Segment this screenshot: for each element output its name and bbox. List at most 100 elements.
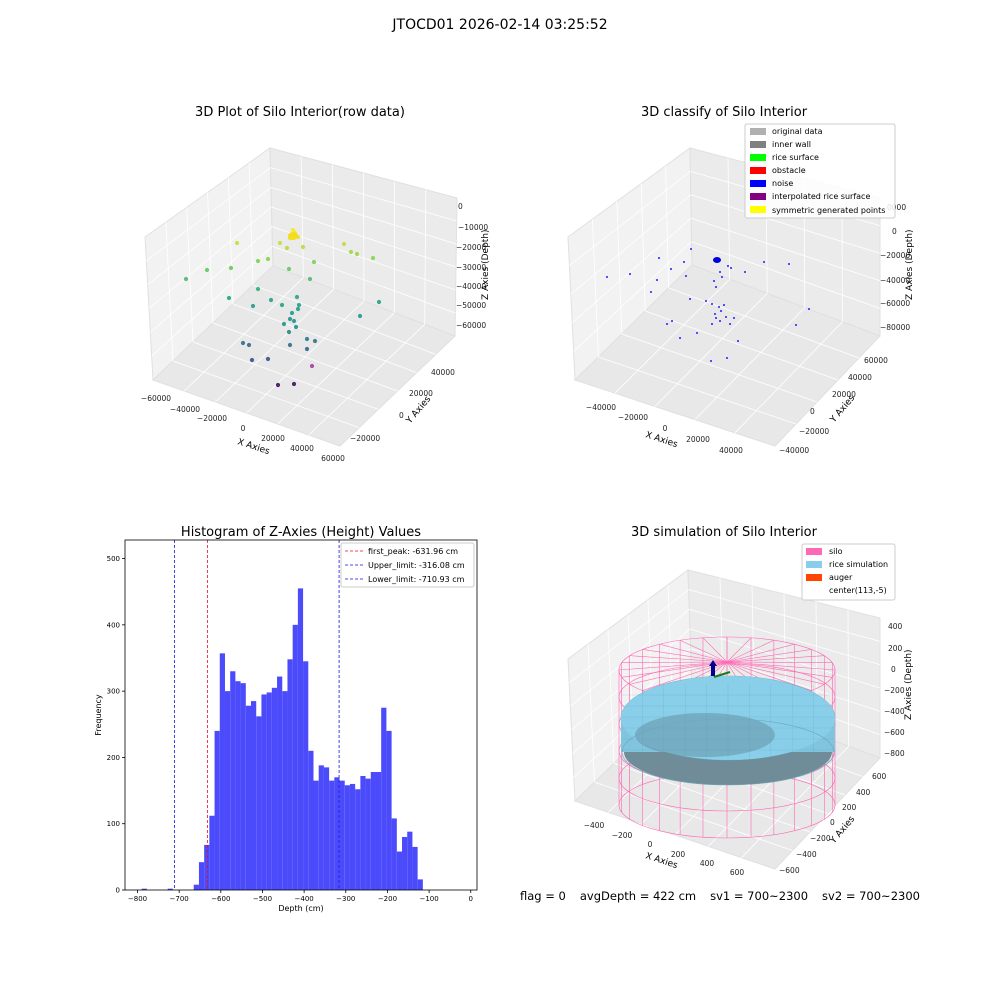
histogram-bar [365,778,371,890]
simulation-y-tick: 0 [830,818,835,827]
silo-roof-rib [726,661,825,685]
raw-data-point [286,266,292,272]
raw-data-point [290,227,296,233]
silo-roof-rib [621,661,728,678]
classify-3d-gridline [614,278,730,394]
histogram-bar [198,862,205,890]
raw-data-cluster [288,232,298,240]
legend-label-original-data: original data [772,127,823,136]
noise-point [795,324,797,326]
histogram-bar [370,772,376,890]
auger-arrow-icon [709,660,717,676]
classify-3d-plot: 3D classify of Silo Interior −40000 −200… [567,105,915,455]
simulation-z-tick: −600 [884,728,905,737]
silo-roof-rib [726,661,833,663]
raw-3d-gridline [272,245,456,314]
histogram-bar [224,691,231,890]
raw-data-point [304,336,310,342]
raw-y-axis-label: Y Axies [404,394,433,426]
raw-data-point [284,245,290,251]
histogram-threshold-lines [174,540,340,890]
raw-z-axis-label: Z Axies (Depth) [481,229,491,300]
raw-z-tick: 0 [458,202,463,211]
legend-label-center: center(113,-5) [829,586,887,595]
noise-point [705,300,707,302]
histogram-bar [282,691,288,890]
simulation-z-tick: 400 [888,622,903,631]
raw-data-point [287,342,293,348]
classify-3d-gridline [592,219,599,358]
silo-roof-rib [621,661,728,663]
raw-data-point [348,249,354,255]
noise-point [730,267,732,269]
noise-point [715,286,717,288]
simulation-y-tick: −200 [810,834,831,843]
legend-swatch-noise [750,180,766,187]
legend-label-interpolated: interpolated rice surface [772,192,870,201]
raw-3d-gridline [151,246,273,357]
status-line: flag = 0 avgDepth = 422 cm sv1 = 700~2300 s… [520,889,934,903]
legend-swatch-rice-surface [750,154,766,161]
raw-data-point [286,329,292,335]
classify-3d-gridline [694,307,806,420]
classify-y-tick: 20000 [832,390,856,399]
noise-point [711,323,713,325]
raw-z-tick: −30000 [456,263,486,272]
raw-3d-gridline [308,324,425,436]
raw-data-point [357,313,363,319]
histogram-bars [141,588,423,890]
silo-roof-rib [702,637,728,663]
raw-data-point [296,302,302,308]
histogram-bar [339,780,345,890]
classify-3d-title: 3D classify of Silo Interior [641,105,808,120]
histogram-legend-frame [340,542,475,588]
legend-label-upper-limit: Upper_limit: -316.08 cm [368,561,465,570]
histogram-y-tick-label: 300 [107,688,120,696]
noise-point [650,291,652,293]
noise-point [656,279,658,281]
simulation-y-tick: −400 [796,850,817,859]
silo-roof-rib [659,643,728,663]
noise-point [726,357,728,359]
histogram-x-tick-label: −100 [419,895,438,903]
figure-title: JTOCD01 2026-02-14 03:25:52 [392,17,608,33]
raw-y-tick: 20000 [409,389,433,398]
noise-point [690,248,692,250]
raw-x-tick: 40000 [290,444,314,453]
classify-3d-gridline [645,310,839,381]
simulation-legend-frame [801,543,896,601]
classify-3d-gridlines [569,157,881,434]
histogram-bar [167,888,173,890]
histogram-bar [204,844,210,890]
noise-point [729,323,731,325]
raw-data-point [281,321,287,327]
histogram-bar [214,730,220,890]
histogram-y-tick-label: 400 [107,621,120,629]
simulation-y-tick: 400 [856,788,871,797]
noise-point [685,275,687,277]
raw-data-point [275,382,281,388]
legend-label-lower-limit: Lower_limit: -710.93 cm [368,575,465,584]
raw-z-tick: −60000 [456,321,486,330]
raw-data-point [289,310,295,316]
histogram-x-ticks: −800 −700 −600 −500 −400 −300 −200 −100 0 [128,890,473,903]
histogram-bar [313,780,319,890]
silo-roof-rib [629,655,728,663]
classify-z-tick: −40000 [880,276,910,285]
raw-data-point [291,318,297,324]
simulation-3d-gridline [741,746,849,858]
histogram-bar [261,694,267,890]
histogram-bar [292,624,298,890]
histogram-bar [271,687,278,890]
simulation-3d-title: 3D simulation of Silo Interior [631,525,818,540]
classify-3d-gridline [569,171,691,266]
histogram-legend: first_peak: -631.96 cm Upper_limit: -316… [340,542,475,588]
noise-point [725,316,727,318]
classify-x-tick: 40000 [719,446,743,455]
classify-x-tick: 0 [663,424,668,433]
status-sv2: sv2 = 700~2300 [822,889,920,903]
histogram-bar [193,884,199,890]
status-flag: flag = 0 [520,889,566,903]
legend-label-auger: auger [829,573,853,582]
raw-data-point [341,241,347,247]
